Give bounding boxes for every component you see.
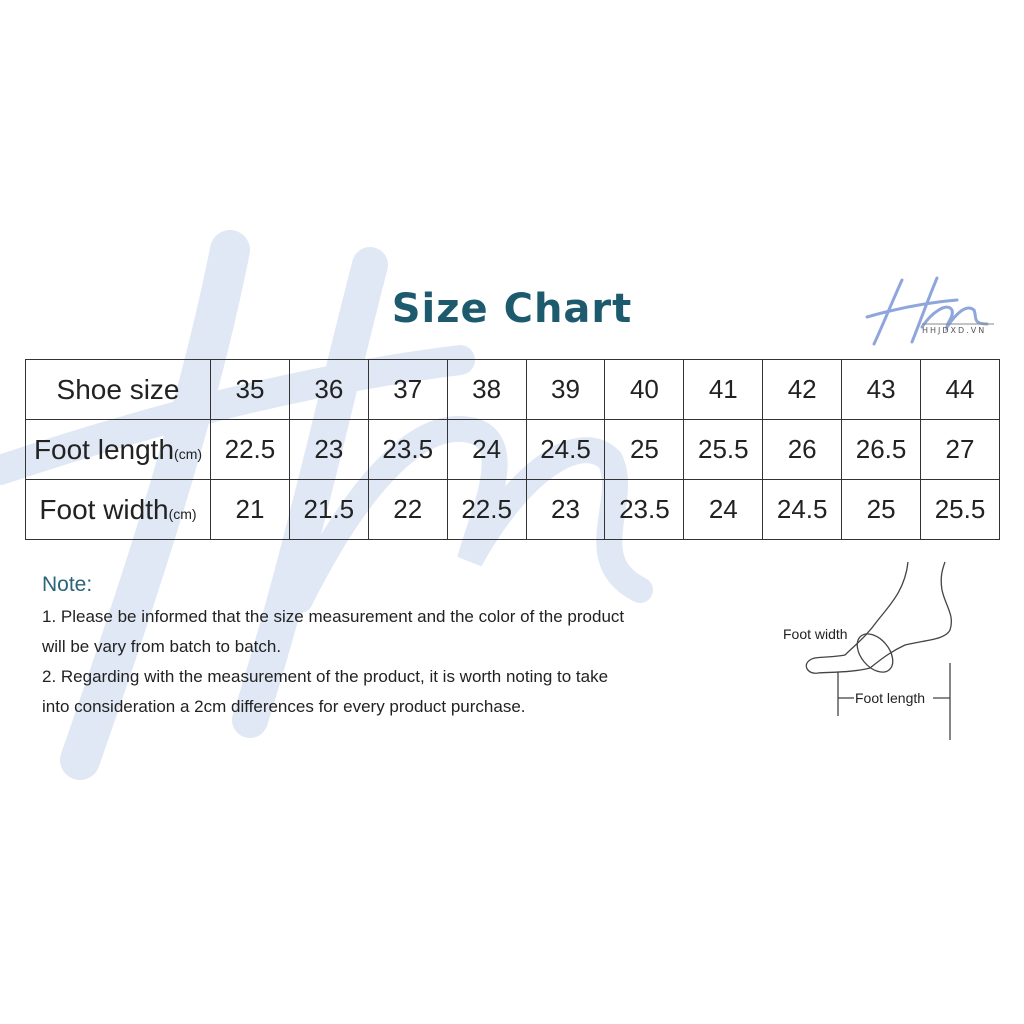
row-header: Foot length(cm) xyxy=(25,419,211,480)
table-row-foot-width: Foot width(cm) 21 21.5 22 22.5 23 23.5 2… xyxy=(25,479,1000,540)
foot-diagram-icon xyxy=(805,561,952,740)
table-cell: 39 xyxy=(525,359,606,420)
table-cell: 26 xyxy=(762,419,843,480)
table-cell: 38 xyxy=(446,359,527,420)
brand-logo-mark xyxy=(865,276,994,346)
table-cell: 44 xyxy=(920,359,1000,420)
table-cell: 37 xyxy=(367,359,448,420)
note-line: into consideration a 2cm differences for… xyxy=(42,697,526,716)
table-cell: 25 xyxy=(604,419,685,480)
row-unit: (cm) xyxy=(168,505,197,522)
table-row-foot-length: Foot length(cm) 22.5 23 23.5 24 24.5 25 … xyxy=(25,419,1000,480)
table-cell: 21 xyxy=(210,479,290,540)
row-label: Shoe size xyxy=(56,373,180,405)
brand-logo-text: HHJDXD.VN xyxy=(922,326,987,335)
table-cell: 23 xyxy=(525,479,606,540)
table-cell: 24 xyxy=(683,479,764,540)
table-cell: 22.5 xyxy=(210,419,290,480)
table-cell: 41 xyxy=(683,359,764,420)
row-unit: (cm) xyxy=(174,445,203,462)
table-cell: 42 xyxy=(762,359,843,420)
table-cell: 25 xyxy=(841,479,922,540)
row-header: Shoe size xyxy=(25,359,211,420)
table-cell: 43 xyxy=(841,359,922,420)
foot-width-label: Foot width xyxy=(783,626,848,642)
table-cell: 22 xyxy=(367,479,448,540)
note-section: Note: 1. Please be informed that the siz… xyxy=(42,570,762,722)
table-cell: 40 xyxy=(604,359,685,420)
table-cell: 24.5 xyxy=(762,479,843,540)
page-title: Size Chart xyxy=(391,286,633,332)
table-cell: 22.5 xyxy=(446,479,527,540)
table-cell: 27 xyxy=(920,419,1000,480)
table-cell: 21.5 xyxy=(288,479,369,540)
table-cell: 24 xyxy=(446,419,527,480)
table-cell: 23.5 xyxy=(604,479,685,540)
note-line: 2. Regarding with the measurement of the… xyxy=(42,667,609,686)
table-cell: 35 xyxy=(210,359,290,420)
table-cell: 25.5 xyxy=(683,419,764,480)
table-cell: 24.5 xyxy=(525,419,606,480)
table-cell: 25.5 xyxy=(920,479,1000,540)
note-line: 1. Please be informed that the size meas… xyxy=(42,607,625,626)
table-row-shoe-size: Shoe size 35 36 37 38 39 40 41 42 43 44 xyxy=(25,359,1000,420)
row-header: Foot width(cm) xyxy=(25,479,211,540)
row-label: Foot length xyxy=(33,433,175,465)
size-table: Shoe size 35 36 37 38 39 40 41 42 43 44 … xyxy=(25,359,1000,540)
note-line: will be vary from batch to batch. xyxy=(42,637,282,656)
foot-length-label: Foot length xyxy=(855,690,926,706)
table-cell: 26.5 xyxy=(841,419,922,480)
row-label: Foot width xyxy=(39,493,169,525)
table-cell: 23 xyxy=(288,419,369,480)
table-cell: 36 xyxy=(288,359,369,420)
note-title: Note: xyxy=(42,573,93,596)
table-cell: 23.5 xyxy=(367,419,448,480)
